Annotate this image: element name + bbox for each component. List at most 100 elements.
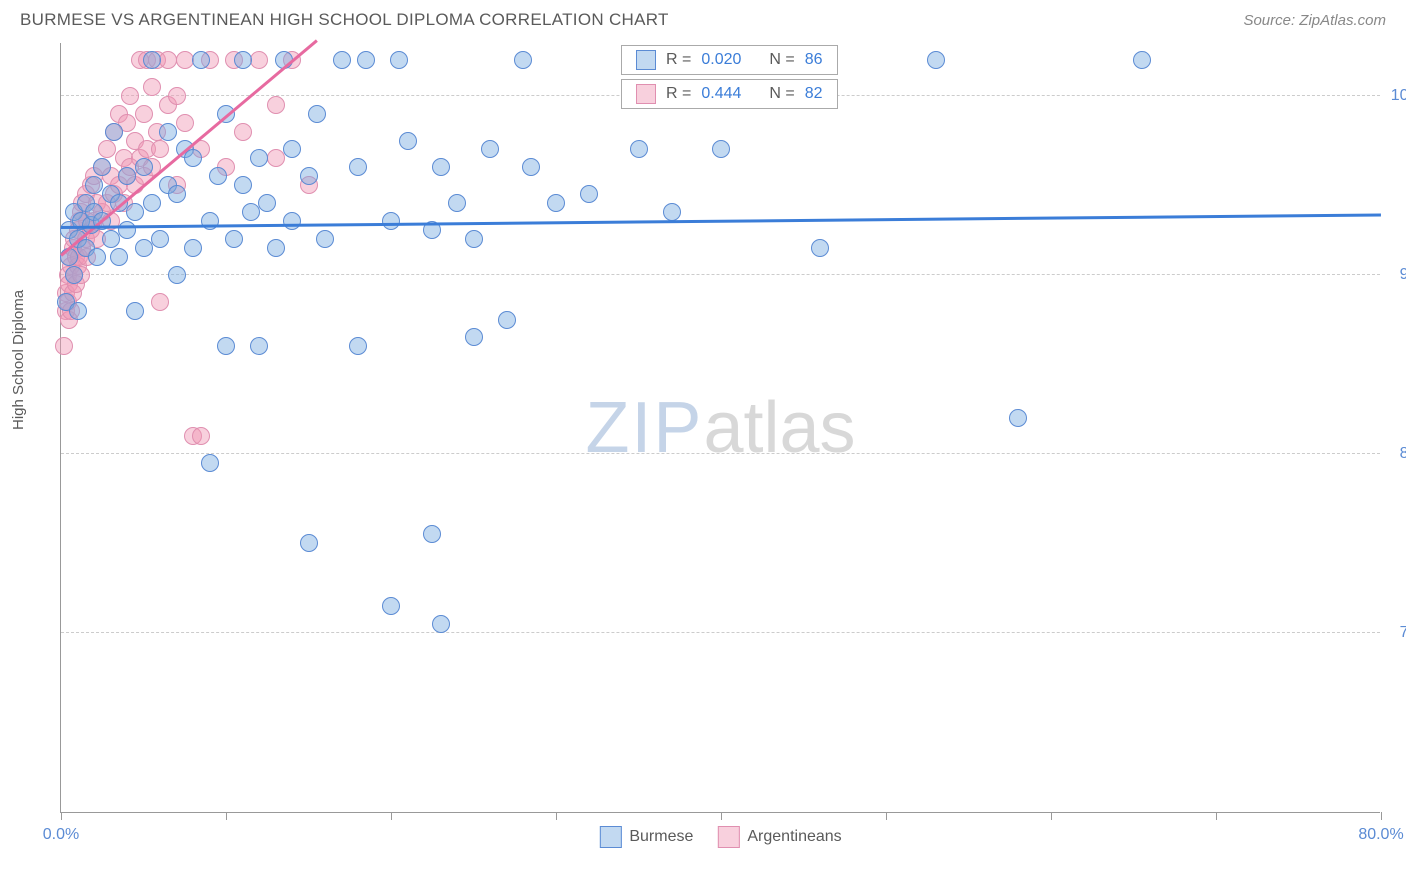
data-point (663, 203, 681, 221)
x-tick-label: 0.0% (43, 826, 79, 844)
data-point (55, 337, 73, 355)
data-point (316, 230, 334, 248)
data-point (283, 140, 301, 158)
y-tick-label: 100.0% (1391, 87, 1406, 105)
data-point (250, 337, 268, 355)
data-point (250, 149, 268, 167)
stat-n-label: N = (769, 85, 794, 103)
data-point (88, 248, 106, 266)
data-point (209, 167, 227, 185)
data-point (547, 194, 565, 212)
data-point (423, 525, 441, 543)
data-point (217, 337, 235, 355)
x-tick (721, 812, 722, 820)
data-point (267, 149, 285, 167)
data-point (390, 51, 408, 69)
chart-header: BURMESE VS ARGENTINEAN HIGH SCHOOL DIPLO… (0, 0, 1406, 38)
x-tick (886, 812, 887, 820)
data-point (333, 51, 351, 69)
data-point (184, 239, 202, 257)
data-point (522, 158, 540, 176)
data-point (98, 140, 116, 158)
x-tick (226, 812, 227, 820)
stat-swatch (636, 84, 656, 104)
data-point (267, 96, 285, 114)
stat-r-value: 0.444 (701, 85, 741, 103)
x-tick (391, 812, 392, 820)
data-point (234, 176, 252, 194)
data-point (168, 87, 186, 105)
gridline (61, 453, 1380, 454)
data-point (481, 140, 499, 158)
data-point (927, 51, 945, 69)
y-tick-label: 80.0% (1400, 445, 1406, 463)
chart-title: BURMESE VS ARGENTINEAN HIGH SCHOOL DIPLO… (20, 10, 669, 30)
data-point (135, 158, 153, 176)
data-point (465, 328, 483, 346)
data-point (168, 266, 186, 284)
data-point (168, 185, 186, 203)
data-point (118, 167, 136, 185)
data-point (712, 140, 730, 158)
legend-item: Argentineans (717, 826, 841, 848)
data-point (85, 176, 103, 194)
stat-box: R =0.020N =86 (621, 45, 838, 75)
data-point (159, 123, 177, 141)
data-point (184, 149, 202, 167)
legend: BurmeseArgentineans (599, 826, 841, 848)
data-point (1133, 51, 1151, 69)
watermark-atlas: atlas (703, 388, 855, 468)
data-point (102, 230, 120, 248)
data-point (349, 158, 367, 176)
x-tick-label: 80.0% (1358, 826, 1403, 844)
y-tick-label: 70.0% (1400, 624, 1406, 642)
x-tick (556, 812, 557, 820)
x-tick (61, 812, 62, 820)
data-point (630, 140, 648, 158)
data-point (811, 239, 829, 257)
data-point (159, 51, 177, 69)
gridline (61, 274, 1380, 275)
data-point (118, 221, 136, 239)
chart-source: Source: ZipAtlas.com (1243, 12, 1386, 29)
data-point (201, 454, 219, 472)
data-point (432, 615, 450, 633)
y-axis-label: High School Diploma (10, 290, 27, 430)
data-point (283, 212, 301, 230)
data-point (465, 230, 483, 248)
data-point (110, 248, 128, 266)
data-point (143, 51, 161, 69)
data-point (234, 51, 252, 69)
data-point (448, 194, 466, 212)
data-point (267, 239, 285, 257)
data-point (258, 194, 276, 212)
data-point (1009, 409, 1027, 427)
data-point (143, 194, 161, 212)
data-point (176, 114, 194, 132)
data-point (176, 51, 194, 69)
data-point (135, 239, 153, 257)
legend-swatch (717, 826, 739, 848)
scatter-plot: ZIPatlas 70.0%80.0%90.0%100.0%0.0%80.0%R… (60, 43, 1380, 813)
watermark: ZIPatlas (585, 387, 855, 469)
data-point (69, 302, 87, 320)
data-point (121, 87, 139, 105)
stat-r-label: R = (666, 51, 691, 69)
data-point (382, 597, 400, 615)
data-point (93, 158, 111, 176)
data-point (151, 140, 169, 158)
data-point (357, 51, 375, 69)
data-point (225, 230, 243, 248)
chart-container: ZIPatlas 70.0%80.0%90.0%100.0%0.0%80.0%R… (50, 43, 1406, 813)
x-tick (1051, 812, 1052, 820)
data-point (399, 132, 417, 150)
data-point (65, 266, 83, 284)
gridline (61, 632, 1380, 633)
data-point (300, 167, 318, 185)
stat-n-value: 82 (805, 85, 823, 103)
y-tick-label: 90.0% (1400, 266, 1406, 284)
data-point (126, 203, 144, 221)
stat-swatch (636, 50, 656, 70)
data-point (201, 212, 219, 230)
data-point (192, 51, 210, 69)
